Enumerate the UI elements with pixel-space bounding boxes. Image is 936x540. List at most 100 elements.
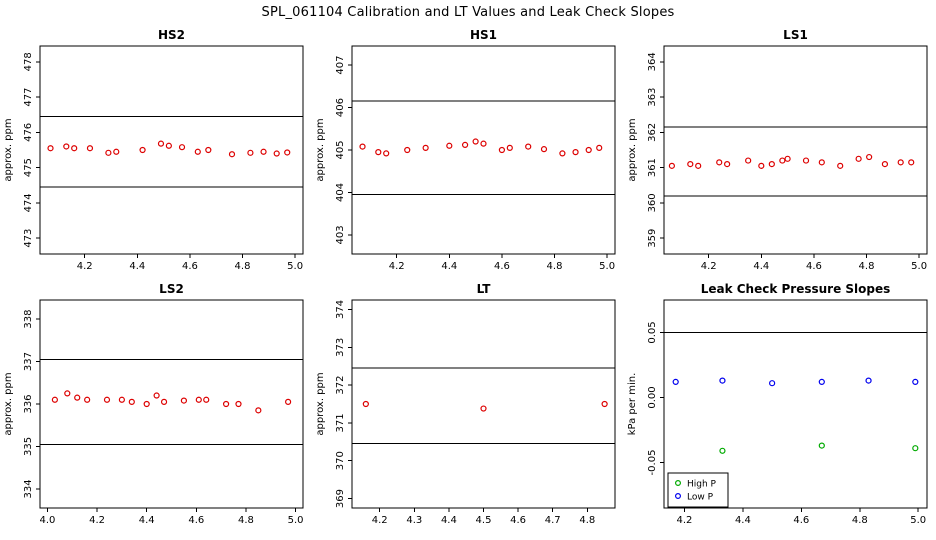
- plot-frame: [663, 299, 928, 509]
- x-tick-label: 4.4: [441, 261, 457, 272]
- data-point: [758, 162, 765, 169]
- data-point: [113, 148, 120, 155]
- y-tick-label: 477: [23, 88, 34, 107]
- data-point: [222, 400, 230, 408]
- data-point: [818, 442, 825, 449]
- data-point: [724, 161, 731, 168]
- lt-scatter-plot: LT 4.2 4.3 4.4 4.5 4.6 4.7 4.8 369 370 371 372 373 37…: [315, 282, 616, 526]
- data-point: [480, 140, 487, 147]
- panel-title: HS2: [158, 28, 185, 42]
- data-point: [446, 142, 453, 149]
- data-point: [375, 149, 382, 156]
- panel-title: HS1: [470, 28, 497, 42]
- chart-panel-ls1: LS1 4.2 4.4 4.6 4.8 5.0 359 360 361 362 363 364 appr…: [624, 26, 936, 280]
- x-tick-label: 5.0: [911, 261, 927, 272]
- data-point: [818, 378, 825, 386]
- data-point: [572, 149, 579, 156]
- data-point: [362, 400, 369, 408]
- legend-marker: [674, 480, 681, 487]
- y-tick-label: 403: [335, 225, 346, 244]
- ls1-scatter-plot: LS1 4.2 4.4 4.6 4.8 5.0 359 360 361 362 363 364 appr…: [627, 28, 928, 272]
- y-tick-label: 476: [23, 123, 34, 142]
- y-tick-label: 370: [335, 451, 346, 470]
- y-axis-label: approx. ppm: [3, 372, 14, 435]
- data-point: [84, 396, 91, 403]
- data-point: [779, 157, 786, 164]
- y-tick-label: 364: [647, 52, 658, 71]
- data-point: [422, 144, 429, 151]
- chart-panel-lt: LT 4.2 4.3 4.4 4.5 4.6 4.7 4.8 369 370 371 372 373 37…: [312, 280, 624, 534]
- hs1-scatter-plot: HS1 4.2 4.4 4.6 4.8 5.0 403 404 405 406 407 approx.…: [315, 28, 616, 272]
- hs2-scatter-plot: HS2 4.2 4.4 4.6 4.8 5.0 473 474 475 476 477 478 appr…: [3, 28, 304, 272]
- data-point: [719, 447, 726, 454]
- data-point: [255, 407, 262, 414]
- panel-title: LT: [477, 282, 492, 296]
- data-point: [837, 162, 844, 169]
- data-point: [205, 146, 212, 154]
- y-tick-label: 362: [647, 123, 658, 142]
- data-point: [86, 145, 94, 152]
- x-tick-label: 5.0: [287, 261, 303, 272]
- x-tick-label: 4.2: [89, 515, 105, 526]
- data-point: [228, 151, 236, 158]
- y-tick-label: 371: [335, 413, 346, 432]
- y-tick-label: 473: [23, 229, 34, 248]
- data-point: [284, 149, 291, 156]
- data-point: [802, 157, 810, 164]
- data-point: [285, 398, 292, 405]
- data-point: [498, 146, 506, 154]
- x-tick-label: 4.8: [852, 515, 868, 526]
- legend-box: [667, 472, 729, 508]
- data-point: [51, 396, 58, 403]
- x-tick-label: 4.4: [129, 261, 145, 272]
- x-tick-label: 4.6: [793, 515, 809, 526]
- page-title: SPL_061104 Calibration and LT Values and…: [261, 5, 675, 20]
- leak-check-scatter-plot: Leak Check Pressure Slopes 4.2 4.4 4.6 4.8 5.…: [627, 282, 928, 526]
- data-point: [506, 144, 513, 151]
- y-tick-label: 475: [23, 158, 34, 177]
- data-point: [195, 396, 202, 403]
- y-tick-label: -0.05: [647, 450, 658, 476]
- data-point: [139, 146, 146, 154]
- panel-title: LS1: [783, 28, 808, 42]
- data-point: [865, 377, 872, 384]
- legend-marker: [674, 493, 681, 500]
- data-point: [672, 378, 679, 386]
- data-point: [525, 143, 532, 150]
- chart-panel-leak-check: Leak Check Pressure Slopes 4.2 4.4 4.6 4.8 5.…: [624, 280, 936, 534]
- data-point: [404, 146, 411, 154]
- y-tick-label: 360: [647, 193, 658, 212]
- x-tick-label: 4.8: [547, 261, 563, 272]
- y-tick-label: 335: [23, 437, 34, 456]
- data-point: [194, 148, 201, 155]
- y-tick-label: 373: [335, 338, 346, 357]
- x-tick-label: 4.4: [441, 515, 457, 526]
- data-point: [596, 144, 603, 151]
- data-point: [128, 398, 135, 405]
- data-point: [912, 378, 919, 386]
- x-tick-label: 4.8: [238, 515, 254, 526]
- y-tick-label: 374: [335, 300, 346, 319]
- data-point: [103, 396, 111, 403]
- x-tick-label: 4.2: [372, 515, 388, 526]
- x-tick-label: 4.3: [406, 515, 422, 526]
- data-point: [855, 155, 862, 162]
- x-tick-label: 4.5: [476, 515, 492, 526]
- data-point: [118, 396, 125, 403]
- y-axis-label: approx. ppm: [3, 118, 14, 181]
- x-tick-label: 4.2: [77, 261, 93, 272]
- data-point: [768, 161, 775, 168]
- y-tick-label: 405: [335, 140, 346, 159]
- y-tick-label: 406: [335, 98, 346, 117]
- data-point: [866, 153, 873, 161]
- x-tick-label: 4.6: [182, 261, 198, 272]
- plot-frame: [39, 45, 304, 255]
- y-tick-label: 334: [23, 479, 34, 498]
- data-point: [908, 159, 915, 166]
- y-axis-label: approx. ppm: [315, 118, 326, 181]
- data-point: [897, 159, 904, 166]
- data-point: [64, 390, 71, 397]
- data-point: [157, 140, 165, 147]
- data-point: [912, 445, 919, 452]
